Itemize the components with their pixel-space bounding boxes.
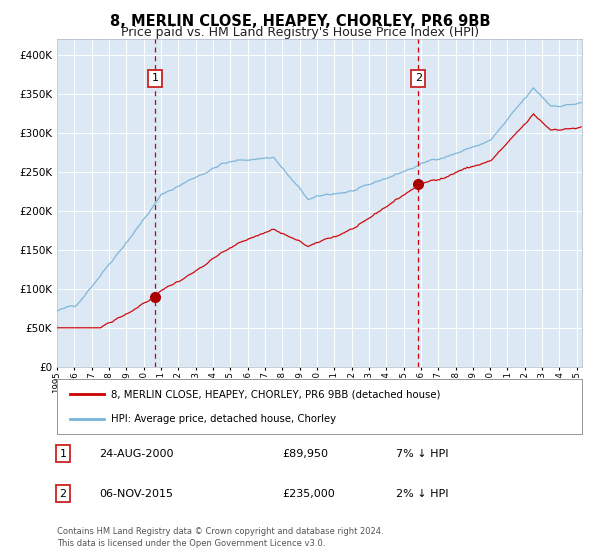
Text: £89,950: £89,950 (282, 449, 328, 459)
Text: Price paid vs. HM Land Registry's House Price Index (HPI): Price paid vs. HM Land Registry's House … (121, 26, 479, 39)
Text: 2% ↓ HPI: 2% ↓ HPI (396, 489, 449, 499)
Text: 8, MERLIN CLOSE, HEAPEY, CHORLEY, PR6 9BB: 8, MERLIN CLOSE, HEAPEY, CHORLEY, PR6 9B… (110, 14, 490, 29)
Text: HPI: Average price, detached house, Chorley: HPI: Average price, detached house, Chor… (110, 414, 335, 423)
Text: 2: 2 (59, 489, 67, 499)
Text: 8, MERLIN CLOSE, HEAPEY, CHORLEY, PR6 9BB (detached house): 8, MERLIN CLOSE, HEAPEY, CHORLEY, PR6 9B… (110, 390, 440, 399)
Text: 2: 2 (415, 73, 422, 83)
Text: 06-NOV-2015: 06-NOV-2015 (99, 489, 173, 499)
Text: 1: 1 (59, 449, 67, 459)
Text: 24-AUG-2000: 24-AUG-2000 (99, 449, 173, 459)
Text: £235,000: £235,000 (282, 489, 335, 499)
Text: 1: 1 (151, 73, 158, 83)
Text: Contains HM Land Registry data © Crown copyright and database right 2024.
This d: Contains HM Land Registry data © Crown c… (57, 527, 383, 548)
Text: 7% ↓ HPI: 7% ↓ HPI (396, 449, 449, 459)
